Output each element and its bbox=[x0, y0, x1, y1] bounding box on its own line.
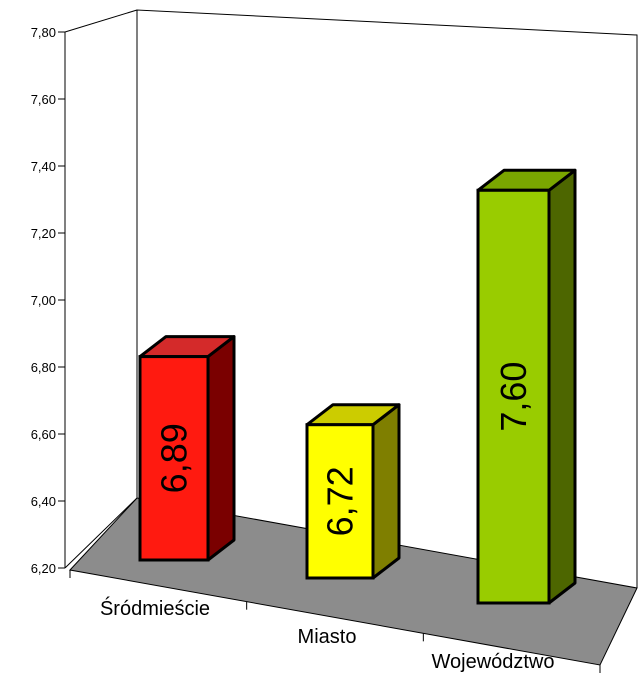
x-axis: Śródmieście Miasto Województwo bbox=[69, 570, 601, 673]
bar-side-face bbox=[547, 168, 577, 605]
y-tick-label: 7,00 bbox=[31, 293, 56, 308]
y-tick-label: 6,40 bbox=[31, 494, 56, 509]
side-wall-top-edge bbox=[64, 9, 138, 33]
y-tick-label: 6,60 bbox=[31, 427, 56, 442]
side-wall-bottom-edge bbox=[64, 497, 138, 569]
y-tick-label: 7,80 bbox=[31, 25, 56, 40]
bar: 6,89 bbox=[138, 335, 236, 562]
y-axis: 6,20 6,40 6,60 6,80 7,00 7,20 7,40 7,60 7,80 bbox=[31, 25, 66, 576]
bar: 6,72 bbox=[305, 403, 401, 580]
bar-side-face bbox=[206, 335, 236, 562]
bar-value-label: 7,60 bbox=[493, 362, 534, 432]
y-tick-label: 7,60 bbox=[31, 92, 56, 107]
y-tick-label: 7,40 bbox=[31, 159, 56, 174]
bars: 6,89 6,72 7,60 bbox=[138, 168, 577, 605]
back-wall bbox=[136, 9, 638, 588]
y-tick-label: 6,20 bbox=[31, 561, 56, 576]
bar-value-label: 6,89 bbox=[154, 423, 195, 493]
bar-front-face bbox=[476, 188, 551, 605]
y-tick-label: 6,80 bbox=[31, 360, 56, 375]
x-tick-label: Śródmieście bbox=[100, 596, 210, 620]
bar-front-face bbox=[138, 355, 210, 562]
chart-walls bbox=[64, 9, 638, 588]
bar-value-label: 6,72 bbox=[320, 466, 361, 536]
bar-side-face bbox=[371, 403, 401, 580]
bar: 7,60 bbox=[476, 168, 577, 605]
x-tick-label: Województwo bbox=[431, 651, 554, 673]
y-tick-label: 7,20 bbox=[31, 226, 56, 241]
bar-front-face bbox=[305, 423, 375, 580]
x-tick-label: Miasto bbox=[298, 626, 357, 648]
